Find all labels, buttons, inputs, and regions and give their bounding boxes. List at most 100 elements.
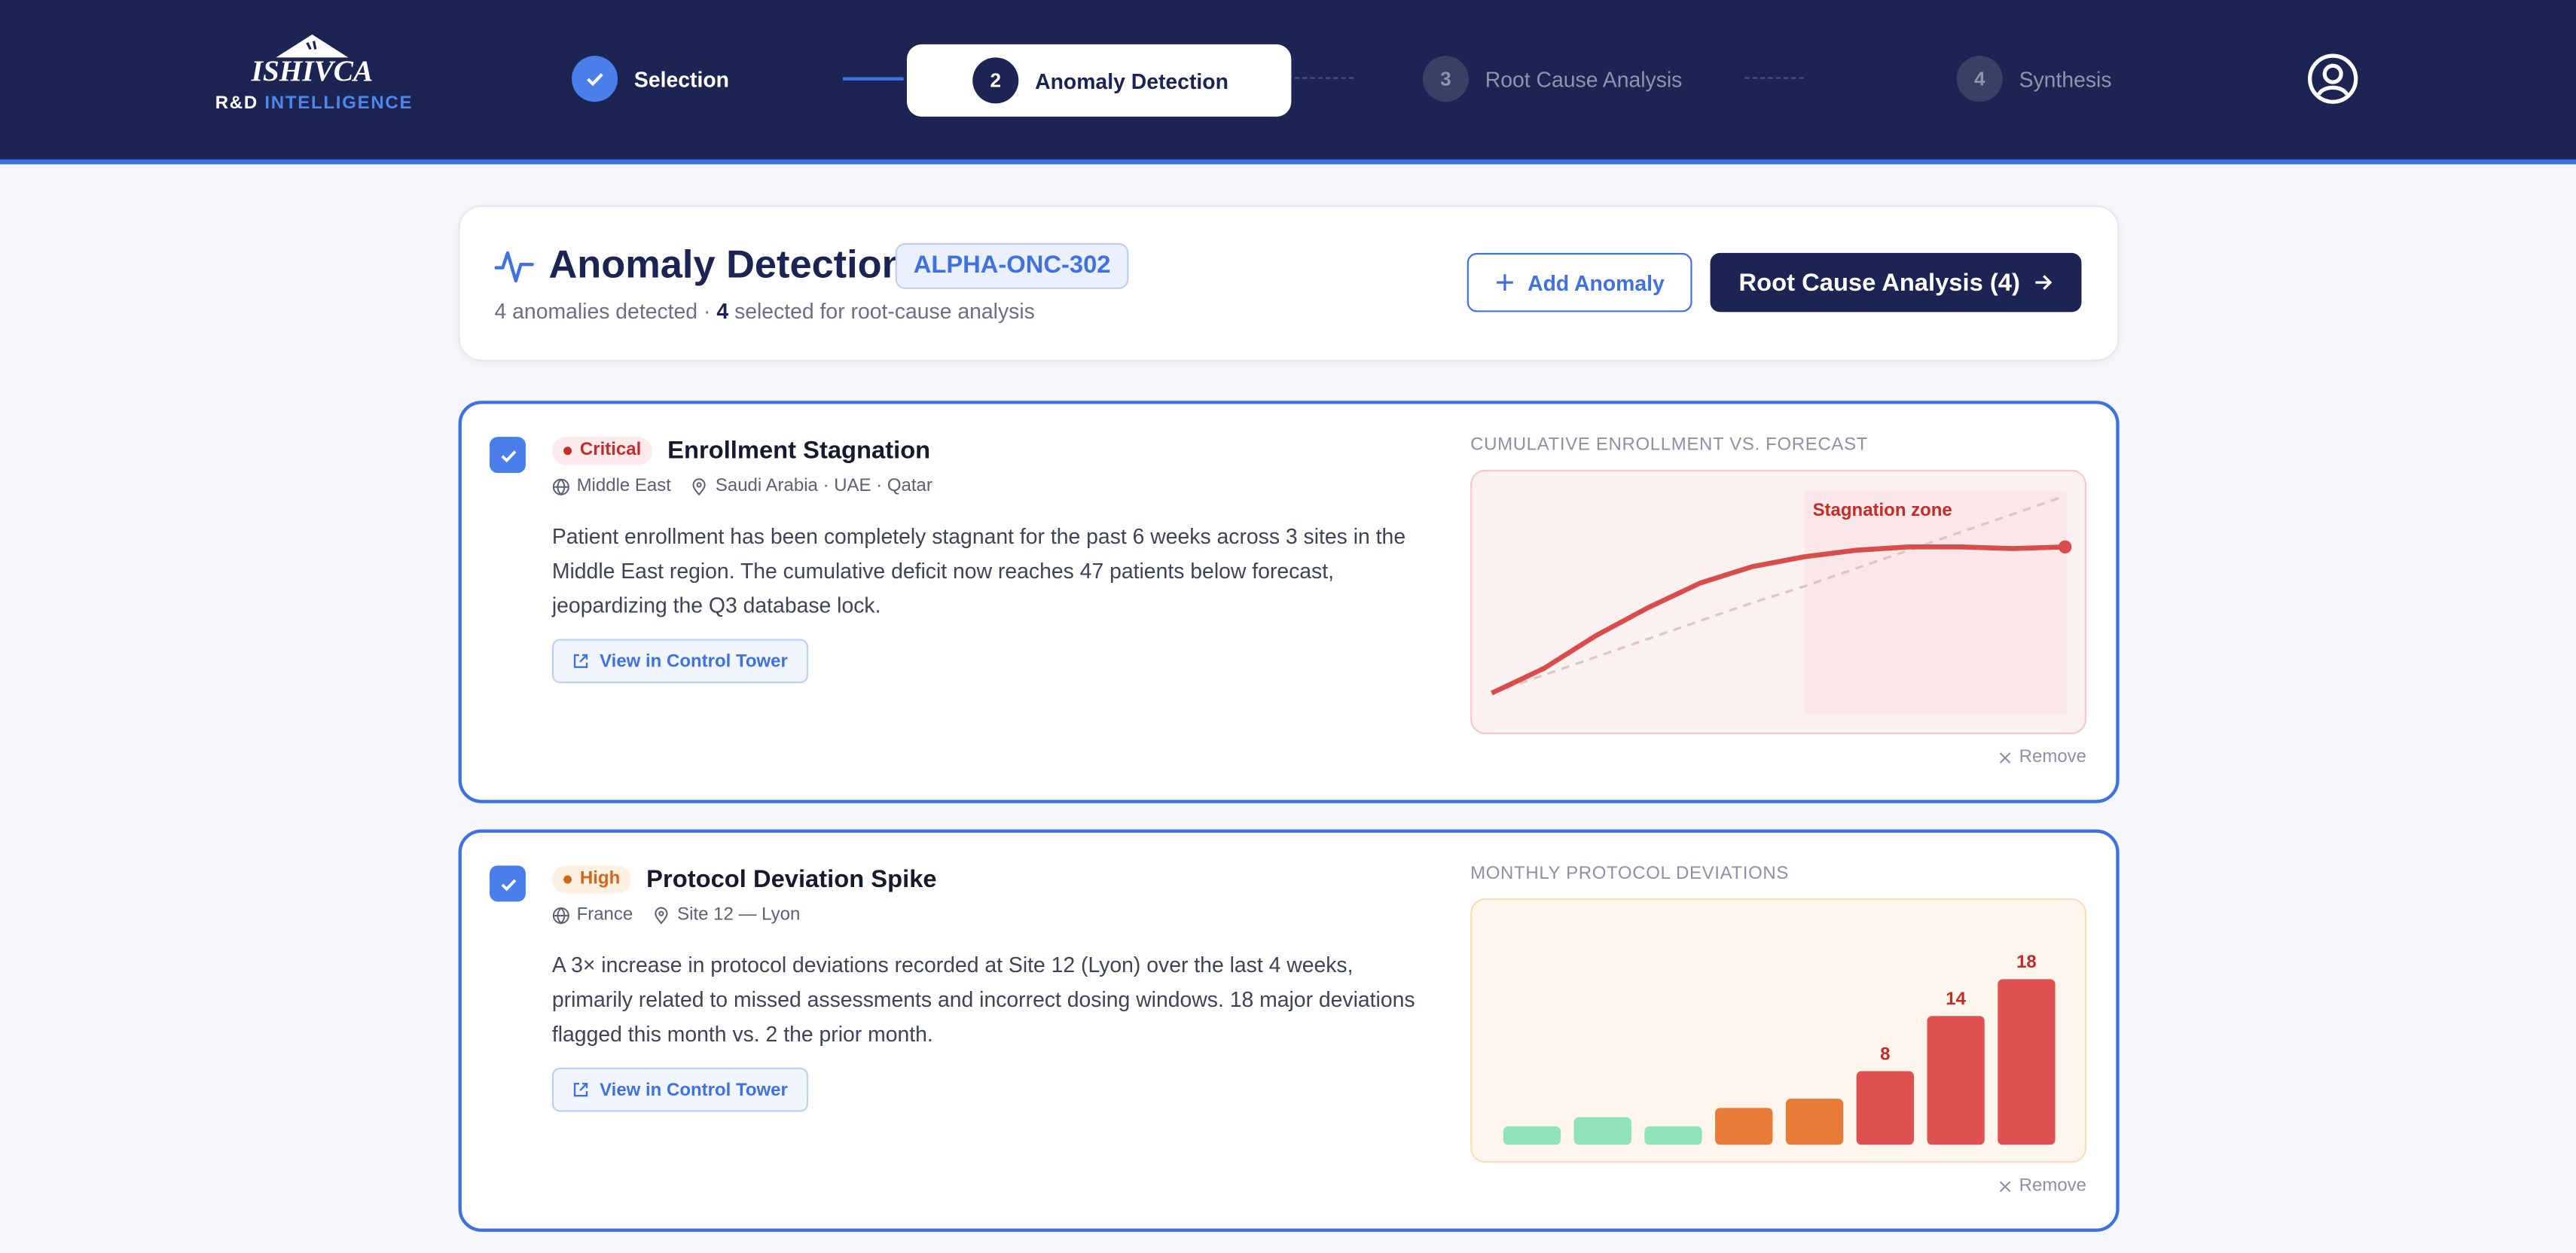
- severity-dot: [563, 447, 572, 456]
- bar: [1856, 1071, 1915, 1145]
- control-tower-link[interactable]: View in Control Tower: [551, 639, 808, 684]
- page-header: Anomaly Detection ALPHA-ONC-302 4 anomal…: [458, 205, 2120, 361]
- locations-label: Saudi Arabia · UAE · Qatar: [715, 476, 932, 496]
- description: Patient enrollment has been completely s…: [551, 523, 1406, 618]
- region: Middle East: [552, 477, 671, 496]
- severity-label: High: [579, 868, 621, 889]
- user-avatar[interactable]: [2306, 53, 2359, 105]
- pin-icon: [693, 477, 707, 495]
- step-connector: [1744, 77, 1804, 79]
- arrow-icon: [2034, 275, 2052, 291]
- study-badge: ALPHA-ONC-302: [895, 242, 1129, 289]
- summary-separator: ·: [703, 298, 711, 324]
- x-icon: [1999, 751, 2011, 763]
- next-step-button[interactable]: Root Cause Analysis (4): [1710, 252, 2082, 312]
- control-tower-link[interactable]: View in Control Tower: [551, 1067, 808, 1112]
- region-label: Middle East: [576, 476, 671, 496]
- external-link-icon: [573, 1082, 588, 1097]
- x-icon: [1999, 1180, 2011, 1192]
- locations: Saudi Arabia · UAE · Qatar: [691, 477, 932, 496]
- step-number: 2: [990, 69, 1002, 93]
- logo-roof: [276, 34, 349, 58]
- anomaly-title: Enrollment Stagnation: [667, 437, 931, 465]
- step-circle: 4: [1956, 56, 2003, 102]
- step-connector: [1294, 77, 1354, 79]
- next-step-label: Root Cause Analysis (4): [1738, 268, 2020, 297]
- logo-brand: ISHIVCA: [251, 53, 374, 87]
- step-circle: [572, 56, 618, 102]
- value-label: 8: [1880, 1044, 1890, 1064]
- severity-label: Critical: [579, 440, 642, 460]
- end-point: [2058, 540, 2072, 554]
- severity-badge: Critical: [551, 437, 653, 465]
- step[interactable]: 2 Anomaly Detection: [906, 44, 1292, 117]
- bar: [1998, 979, 2056, 1145]
- globe-icon: [552, 906, 569, 924]
- bar: [1927, 1016, 1985, 1145]
- summary-selected: selected for root-cause analysis: [734, 298, 1035, 324]
- title-row: Critical Enrollment Stagnation: [551, 437, 931, 465]
- step-label: Root Cause Analysis: [1485, 66, 1683, 92]
- bar: [1644, 1126, 1702, 1145]
- bar: [1573, 1117, 1631, 1145]
- bar: [1715, 1108, 1773, 1145]
- locations: Site 12 — Lyon: [652, 905, 800, 925]
- tagline-prefix: R&D: [215, 93, 258, 114]
- anomaly-card: High Protocol Deviation Spike France Site 1…: [458, 829, 2120, 1232]
- enrollment-line: [1491, 544, 2065, 696]
- summary-detected: 4 anomalies detected: [494, 298, 698, 324]
- meta-row: France Site 12 — Lyon: [552, 905, 800, 925]
- add-anomaly-label: Add Anomaly: [1528, 270, 1665, 295]
- logo[interactable]: ISHIVCA R&D INTELLIGENCE: [215, 33, 412, 114]
- locations-label: Site 12 — Lyon: [677, 904, 801, 925]
- select-checkbox[interactable]: [489, 865, 526, 902]
- logo-tagline: R&D INTELLIGENCE: [215, 93, 412, 114]
- description: A 3× increase in protocol deviations rec…: [551, 953, 1415, 1047]
- external-link-icon: [573, 654, 588, 669]
- meta-row: Middle East Saudi Arabia · UAE · Qatar: [552, 477, 932, 496]
- remove-label: Remove: [2019, 1175, 2087, 1196]
- severity-dot: [563, 875, 572, 884]
- remove-button[interactable]: Remove: [1998, 747, 2086, 767]
- bar: [1503, 1126, 1561, 1145]
- step-label: Selection: [633, 66, 729, 92]
- annotation-label: Stagnation zone: [1813, 500, 1952, 520]
- summary: 4 anomalies detected · 4 selected for ro…: [495, 299, 1035, 324]
- step[interactable]: 4 Synthesis: [1956, 56, 2112, 102]
- step-label: Anomaly Detection: [1035, 68, 1228, 93]
- plus-icon: [1496, 274, 1513, 291]
- link-label: View in Control Tower: [600, 651, 788, 671]
- anomaly-title: Protocol Deviation Spike: [646, 865, 937, 894]
- step-label: Synthesis: [2019, 66, 2112, 92]
- pulse-icon: [494, 251, 534, 283]
- stagnation-zone: [1804, 491, 2067, 715]
- value-label: 18: [2016, 952, 2037, 972]
- pin-icon: [655, 906, 669, 924]
- region: France: [552, 905, 633, 925]
- check-icon: [500, 878, 516, 891]
- step-number: 3: [1440, 67, 1451, 90]
- add-anomaly-button[interactable]: Add Anomaly: [1467, 252, 1692, 312]
- chart: 8 14 18: [1470, 898, 2087, 1163]
- check-icon: [500, 450, 516, 462]
- step[interactable]: 3 Root Cause Analysis: [1422, 56, 1683, 102]
- tagline-highlight: INTELLIGENCE: [264, 93, 414, 114]
- step[interactable]: Selection: [572, 56, 729, 102]
- severity-badge: High: [551, 865, 632, 894]
- remove-label: Remove: [2019, 747, 2087, 767]
- region-label: France: [576, 904, 633, 925]
- page-title: Anomaly Detection: [548, 242, 906, 288]
- remove-button[interactable]: Remove: [1998, 1176, 2086, 1196]
- forecast-line: [1491, 495, 2066, 694]
- bar: [1785, 1099, 1844, 1145]
- step-connector: [842, 77, 904, 81]
- globe-icon: [552, 477, 569, 495]
- title-row: High Protocol Deviation Spike: [551, 865, 937, 894]
- value-label: 14: [1946, 989, 1966, 1009]
- summary-count: 4: [716, 298, 729, 324]
- select-checkbox[interactable]: [489, 437, 526, 474]
- top-bar: ISHIVCA R&D INTELLIGENCE Selection 2 Anoma…: [0, 0, 2576, 165]
- chart: Stagnation zone: [1470, 469, 2087, 734]
- anomaly-card: Critical Enrollment Stagnation Middle East…: [458, 401, 2120, 803]
